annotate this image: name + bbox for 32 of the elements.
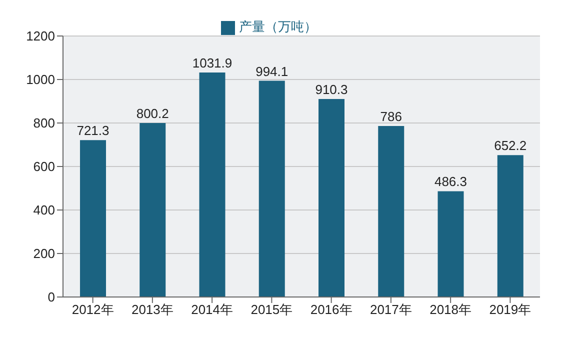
y-tick-label: 800 [33,116,55,131]
bar [258,80,285,297]
bar [378,126,404,297]
x-tick-label: 2014年 [191,302,234,318]
x-tick-label: 2012年 [72,302,114,318]
data-label: 994.1 [256,64,288,79]
bar [80,140,106,297]
data-label: 910.3 [315,82,348,98]
data-label: 721.3 [76,123,110,138]
x-tick-label: 2015年 [250,302,293,318]
data-label: 786 [380,109,402,124]
x-tick-label: 2016年 [310,302,352,318]
data-label: 486.3 [434,174,468,190]
y-tick-label: 200 [33,246,55,262]
bar [318,99,344,297]
bar [140,122,166,297]
x-tick-label: 2017年 [370,302,412,318]
data-label: 1031.9 [192,56,232,71]
x-tick-label: 2018年 [430,302,472,318]
legend-label: 产量（万吨） [239,19,317,34]
data-label: 652.2 [494,138,527,154]
bar [497,155,524,297]
x-tick-label: 2013年 [131,302,174,318]
bar [438,191,464,297]
y-tick-label: 1200 [26,28,55,44]
y-tick-label: 600 [33,159,55,174]
y-tick-label: 1000 [26,72,55,88]
data-label: 800.2 [136,106,169,121]
y-tick-label: 0 [48,290,55,305]
x-tick-label: 2019年 [489,302,532,318]
y-tick-label: 400 [33,202,55,218]
bar [199,72,226,297]
